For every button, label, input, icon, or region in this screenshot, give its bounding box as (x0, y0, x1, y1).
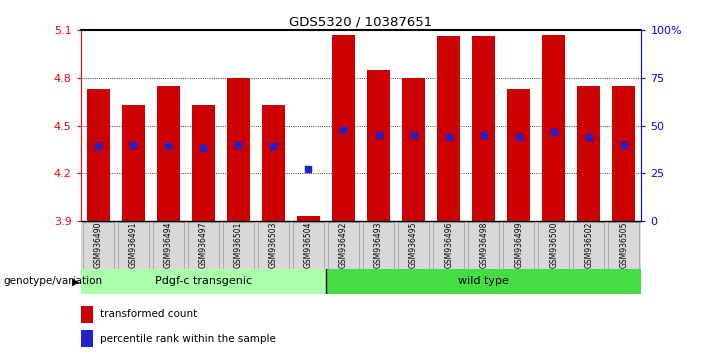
Bar (608, 222, 639, 269)
Text: GSM936504: GSM936504 (304, 222, 313, 268)
Text: transformed count: transformed count (100, 309, 198, 320)
Text: GSM936491: GSM936491 (129, 222, 137, 268)
Point (163, 144, 174, 149)
Text: GSM936493: GSM936493 (374, 222, 383, 268)
Bar (81, 330, 93, 347)
Text: genotype/variation: genotype/variation (4, 276, 102, 286)
Bar (363, 222, 394, 269)
Bar (262, 105, 285, 221)
Text: GSM936494: GSM936494 (164, 222, 172, 268)
Text: GSM936503: GSM936503 (269, 222, 278, 268)
Text: GSM936495: GSM936495 (409, 222, 418, 268)
Bar (157, 86, 179, 221)
Point (338, 128, 349, 133)
Bar (326, 269, 641, 294)
Text: GSM936501: GSM936501 (234, 222, 243, 268)
Point (93, 144, 104, 149)
Text: GSM936490: GSM936490 (94, 222, 102, 268)
Text: wild type: wild type (458, 276, 509, 286)
Bar (153, 222, 184, 269)
Bar (328, 222, 359, 269)
Bar (402, 78, 425, 221)
Bar (538, 222, 569, 269)
Text: GSM936498: GSM936498 (479, 222, 488, 268)
Text: GSM936499: GSM936499 (515, 222, 523, 268)
Point (198, 145, 209, 151)
Bar (437, 36, 460, 221)
Text: ▶: ▶ (72, 276, 80, 286)
Bar (573, 222, 604, 269)
Bar (472, 36, 495, 221)
Point (128, 142, 139, 148)
Point (583, 134, 594, 140)
Bar (81, 269, 326, 294)
Bar (398, 222, 429, 269)
Bar (613, 86, 635, 221)
Title: GDS5320 / 10387651: GDS5320 / 10387651 (290, 16, 433, 29)
Point (373, 132, 384, 138)
Bar (297, 217, 320, 221)
Bar (367, 70, 390, 221)
Bar (503, 222, 534, 269)
Text: GSM936492: GSM936492 (339, 222, 348, 268)
Bar (192, 105, 215, 221)
Text: GSM936500: GSM936500 (550, 222, 558, 268)
Point (478, 132, 489, 138)
Point (513, 134, 524, 140)
Bar (258, 222, 289, 269)
Point (443, 134, 454, 140)
Bar (332, 35, 355, 221)
Point (233, 142, 244, 148)
Text: Pdgf-c transgenic: Pdgf-c transgenic (155, 276, 252, 286)
Point (618, 142, 629, 148)
Text: GSM936496: GSM936496 (444, 222, 453, 268)
Bar (83, 222, 114, 269)
Bar (433, 222, 464, 269)
Bar (87, 89, 109, 221)
Bar (508, 89, 530, 221)
Bar (223, 222, 254, 269)
Bar (81, 306, 93, 323)
Text: GSM936505: GSM936505 (620, 222, 628, 268)
Text: percentile rank within the sample: percentile rank within the sample (100, 333, 276, 344)
Bar (118, 222, 149, 269)
Bar (468, 222, 499, 269)
Point (268, 144, 279, 149)
Bar (578, 86, 600, 221)
Text: GSM936497: GSM936497 (199, 222, 207, 268)
Bar (227, 78, 250, 221)
Point (303, 166, 314, 171)
Point (548, 129, 559, 135)
Point (408, 132, 419, 138)
Bar (293, 222, 324, 269)
Text: GSM936502: GSM936502 (585, 222, 593, 268)
Bar (122, 105, 144, 221)
Bar (543, 35, 565, 221)
Bar (188, 222, 219, 269)
